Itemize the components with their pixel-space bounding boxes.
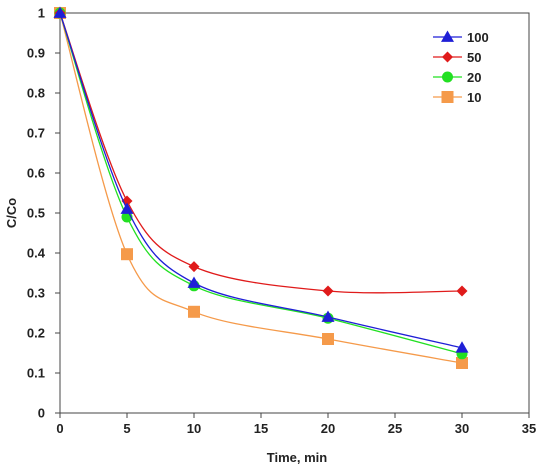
series-100-point [321,310,335,322]
legend-20-label: 20 [467,70,481,85]
y-tick-label: 0.1 [27,366,45,381]
series-100-point [455,341,469,353]
series-layer [53,6,469,369]
series-100-point [187,276,201,288]
legend-10-label: 10 [467,90,481,105]
legend-100-label: 100 [467,30,489,45]
axes: 0 5 10 15 20 25 30 35 0 0.1 0.2 0.3 0.4 0.5 0.6 0.7 0.8 0… [27,6,536,437]
x-tick-label: 35 [522,421,536,436]
y-tick-label: 0.9 [27,46,45,61]
y-tick-label: 1 [38,6,45,21]
legend-100-marker [441,30,454,42]
x-tick-label: 0 [56,421,63,436]
y-tick-label: 0.8 [27,86,45,101]
x-tick-label: 15 [254,421,268,436]
x-tick-label: 25 [388,421,402,436]
y-tick-label: 0 [38,406,45,421]
series-10-point [322,333,334,345]
series-10-point [456,357,468,369]
y-tick-label: 0.5 [27,206,45,221]
x-tick-label: 20 [321,421,335,436]
y-tick-label: 0.4 [27,246,46,261]
y-axis-title: C/Co [4,198,19,228]
series-100-point [120,202,134,214]
y-tick-label: 0.2 [27,326,45,341]
y-tick-label: 0.3 [27,286,45,301]
legend-20-marker [442,71,453,83]
series-10-point [188,305,200,318]
legend-50-marker [442,51,453,63]
series-100-point [53,6,67,18]
x-tick-label: 10 [187,421,201,436]
legend: 100 50 20 10 [433,30,489,105]
series-50-point [188,261,200,273]
legend-50-label: 50 [467,50,481,65]
series-50-point [456,285,468,297]
x-tick-label: 30 [455,421,469,436]
y-tick-label: 0.6 [27,166,45,181]
series-10-point [121,248,133,261]
x-tick-label: 5 [123,421,130,436]
series-50-point [322,285,334,297]
legend-10-marker [441,91,454,103]
y-tick-label: 0.7 [27,126,45,141]
x-axis-title: Time, min [267,450,328,465]
